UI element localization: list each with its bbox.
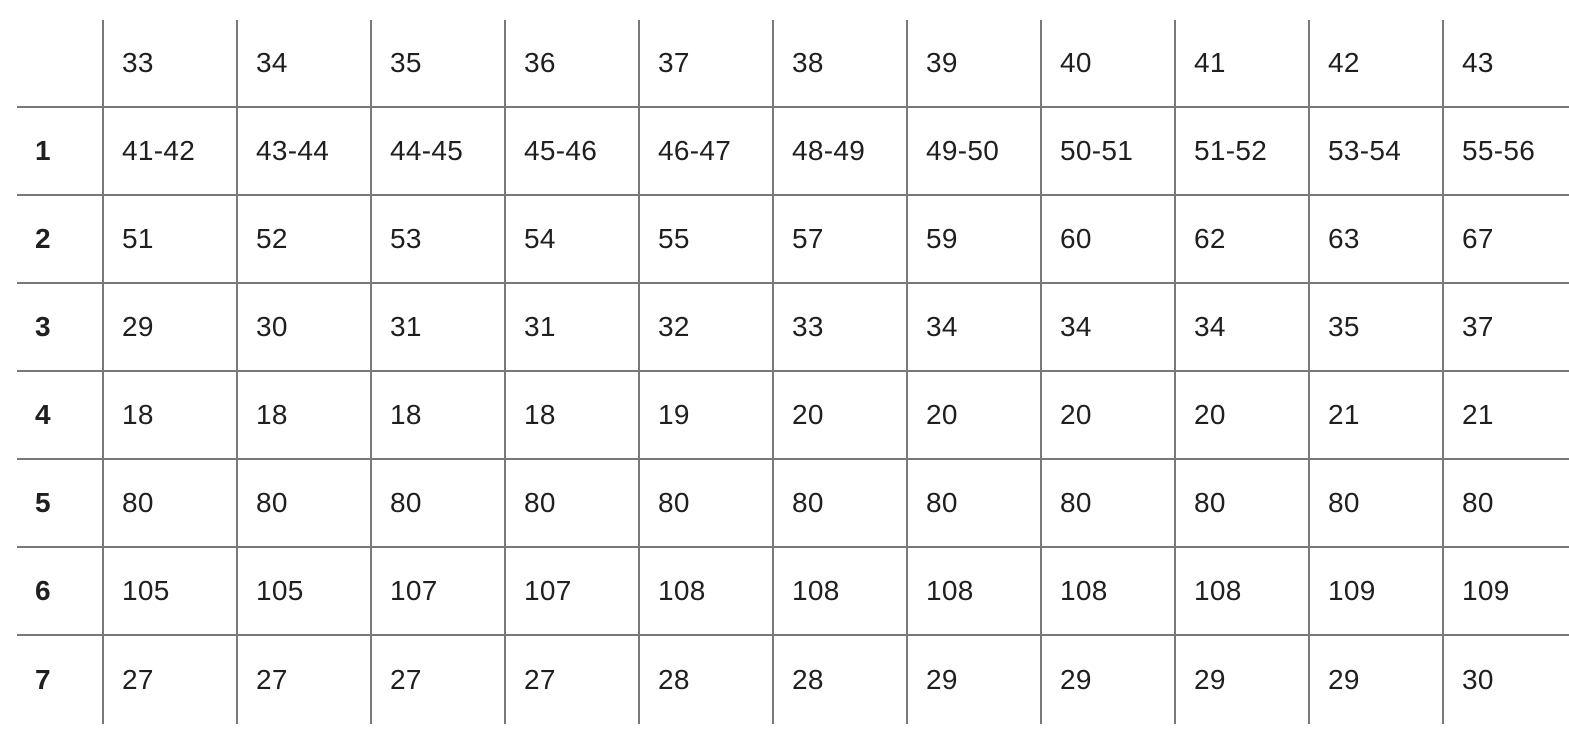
row-label-cell: 1 xyxy=(17,108,104,196)
data-cell: 21 xyxy=(1444,372,1569,460)
data-cell: 18 xyxy=(506,372,640,460)
data-cell: 29 xyxy=(1176,636,1310,724)
data-cell: 49-50 xyxy=(908,108,1042,196)
data-cell: 62 xyxy=(1176,196,1310,284)
size-chart-table: 33 34 35 36 37 38 39 40 41 42 43 1 41-42 43-44 44-45 45… xyxy=(17,20,1569,724)
data-cell: 80 xyxy=(506,460,640,548)
data-cell: 108 xyxy=(1176,548,1310,636)
column-header-cell: 37 xyxy=(640,20,774,108)
column-header-cell: 42 xyxy=(1310,20,1444,108)
data-cell: 18 xyxy=(104,372,238,460)
row-label-cell: 7 xyxy=(17,636,104,724)
data-cell: 107 xyxy=(372,548,506,636)
data-cell: 29 xyxy=(1310,636,1444,724)
data-cell: 80 xyxy=(908,460,1042,548)
data-cell: 108 xyxy=(640,548,774,636)
data-cell: 80 xyxy=(1444,460,1569,548)
data-cell: 108 xyxy=(774,548,908,636)
data-cell: 21 xyxy=(1310,372,1444,460)
data-cell: 29 xyxy=(908,636,1042,724)
data-cell: 108 xyxy=(1042,548,1176,636)
data-cell: 27 xyxy=(506,636,640,724)
data-cell: 80 xyxy=(1176,460,1310,548)
data-cell: 20 xyxy=(908,372,1042,460)
data-cell: 105 xyxy=(104,548,238,636)
data-cell: 55 xyxy=(640,196,774,284)
data-cell: 52 xyxy=(238,196,372,284)
data-cell: 80 xyxy=(104,460,238,548)
data-cell: 29 xyxy=(1042,636,1176,724)
data-cell: 31 xyxy=(372,284,506,372)
column-header-cell: 35 xyxy=(372,20,506,108)
data-cell: 51 xyxy=(104,196,238,284)
data-cell: 54 xyxy=(506,196,640,284)
data-cell: 20 xyxy=(1042,372,1176,460)
data-cell: 20 xyxy=(1176,372,1310,460)
data-cell: 27 xyxy=(104,636,238,724)
data-cell: 59 xyxy=(908,196,1042,284)
data-cell: 53-54 xyxy=(1310,108,1444,196)
data-cell: 80 xyxy=(774,460,908,548)
data-cell: 34 xyxy=(1042,284,1176,372)
data-cell: 33 xyxy=(774,284,908,372)
data-cell: 29 xyxy=(104,284,238,372)
column-header-cell: 41 xyxy=(1176,20,1310,108)
data-cell: 80 xyxy=(238,460,372,548)
data-cell: 31 xyxy=(506,284,640,372)
data-cell: 57 xyxy=(774,196,908,284)
column-header-cell: 38 xyxy=(774,20,908,108)
data-cell: 41-42 xyxy=(104,108,238,196)
row-label-cell: 2 xyxy=(17,196,104,284)
data-cell: 80 xyxy=(1310,460,1444,548)
data-cell: 28 xyxy=(774,636,908,724)
column-header-cell: 43 xyxy=(1444,20,1569,108)
data-cell: 30 xyxy=(238,284,372,372)
data-cell: 45-46 xyxy=(506,108,640,196)
data-cell: 51-52 xyxy=(1176,108,1310,196)
column-header-cell: 33 xyxy=(104,20,238,108)
data-cell: 50-51 xyxy=(1042,108,1176,196)
data-cell: 105 xyxy=(238,548,372,636)
data-cell: 108 xyxy=(908,548,1042,636)
data-cell: 44-45 xyxy=(372,108,506,196)
data-cell: 18 xyxy=(238,372,372,460)
data-cell: 109 xyxy=(1310,548,1444,636)
data-cell: 80 xyxy=(640,460,774,548)
data-cell: 107 xyxy=(506,548,640,636)
data-cell: 80 xyxy=(1042,460,1176,548)
data-cell: 67 xyxy=(1444,196,1569,284)
data-cell: 37 xyxy=(1444,284,1569,372)
data-cell: 30 xyxy=(1444,636,1569,724)
row-label-cell: 4 xyxy=(17,372,104,460)
data-cell: 48-49 xyxy=(774,108,908,196)
data-cell: 55-56 xyxy=(1444,108,1569,196)
data-cell: 43-44 xyxy=(238,108,372,196)
data-cell: 63 xyxy=(1310,196,1444,284)
data-cell: 27 xyxy=(372,636,506,724)
data-cell: 32 xyxy=(640,284,774,372)
column-header-cell: 36 xyxy=(506,20,640,108)
data-cell: 60 xyxy=(1042,196,1176,284)
data-cell: 20 xyxy=(774,372,908,460)
row-label-cell: 3 xyxy=(17,284,104,372)
corner-cell xyxy=(17,20,104,108)
column-header-cell: 40 xyxy=(1042,20,1176,108)
data-cell: 53 xyxy=(372,196,506,284)
data-cell: 28 xyxy=(640,636,774,724)
data-cell: 46-47 xyxy=(640,108,774,196)
data-cell: 80 xyxy=(372,460,506,548)
data-cell: 35 xyxy=(1310,284,1444,372)
data-cell: 34 xyxy=(908,284,1042,372)
data-cell: 27 xyxy=(238,636,372,724)
data-cell: 34 xyxy=(1176,284,1310,372)
row-label-cell: 6 xyxy=(17,548,104,636)
data-cell: 19 xyxy=(640,372,774,460)
column-header-cell: 39 xyxy=(908,20,1042,108)
data-cell: 109 xyxy=(1444,548,1569,636)
row-label-cell: 5 xyxy=(17,460,104,548)
column-header-cell: 34 xyxy=(238,20,372,108)
data-cell: 18 xyxy=(372,372,506,460)
